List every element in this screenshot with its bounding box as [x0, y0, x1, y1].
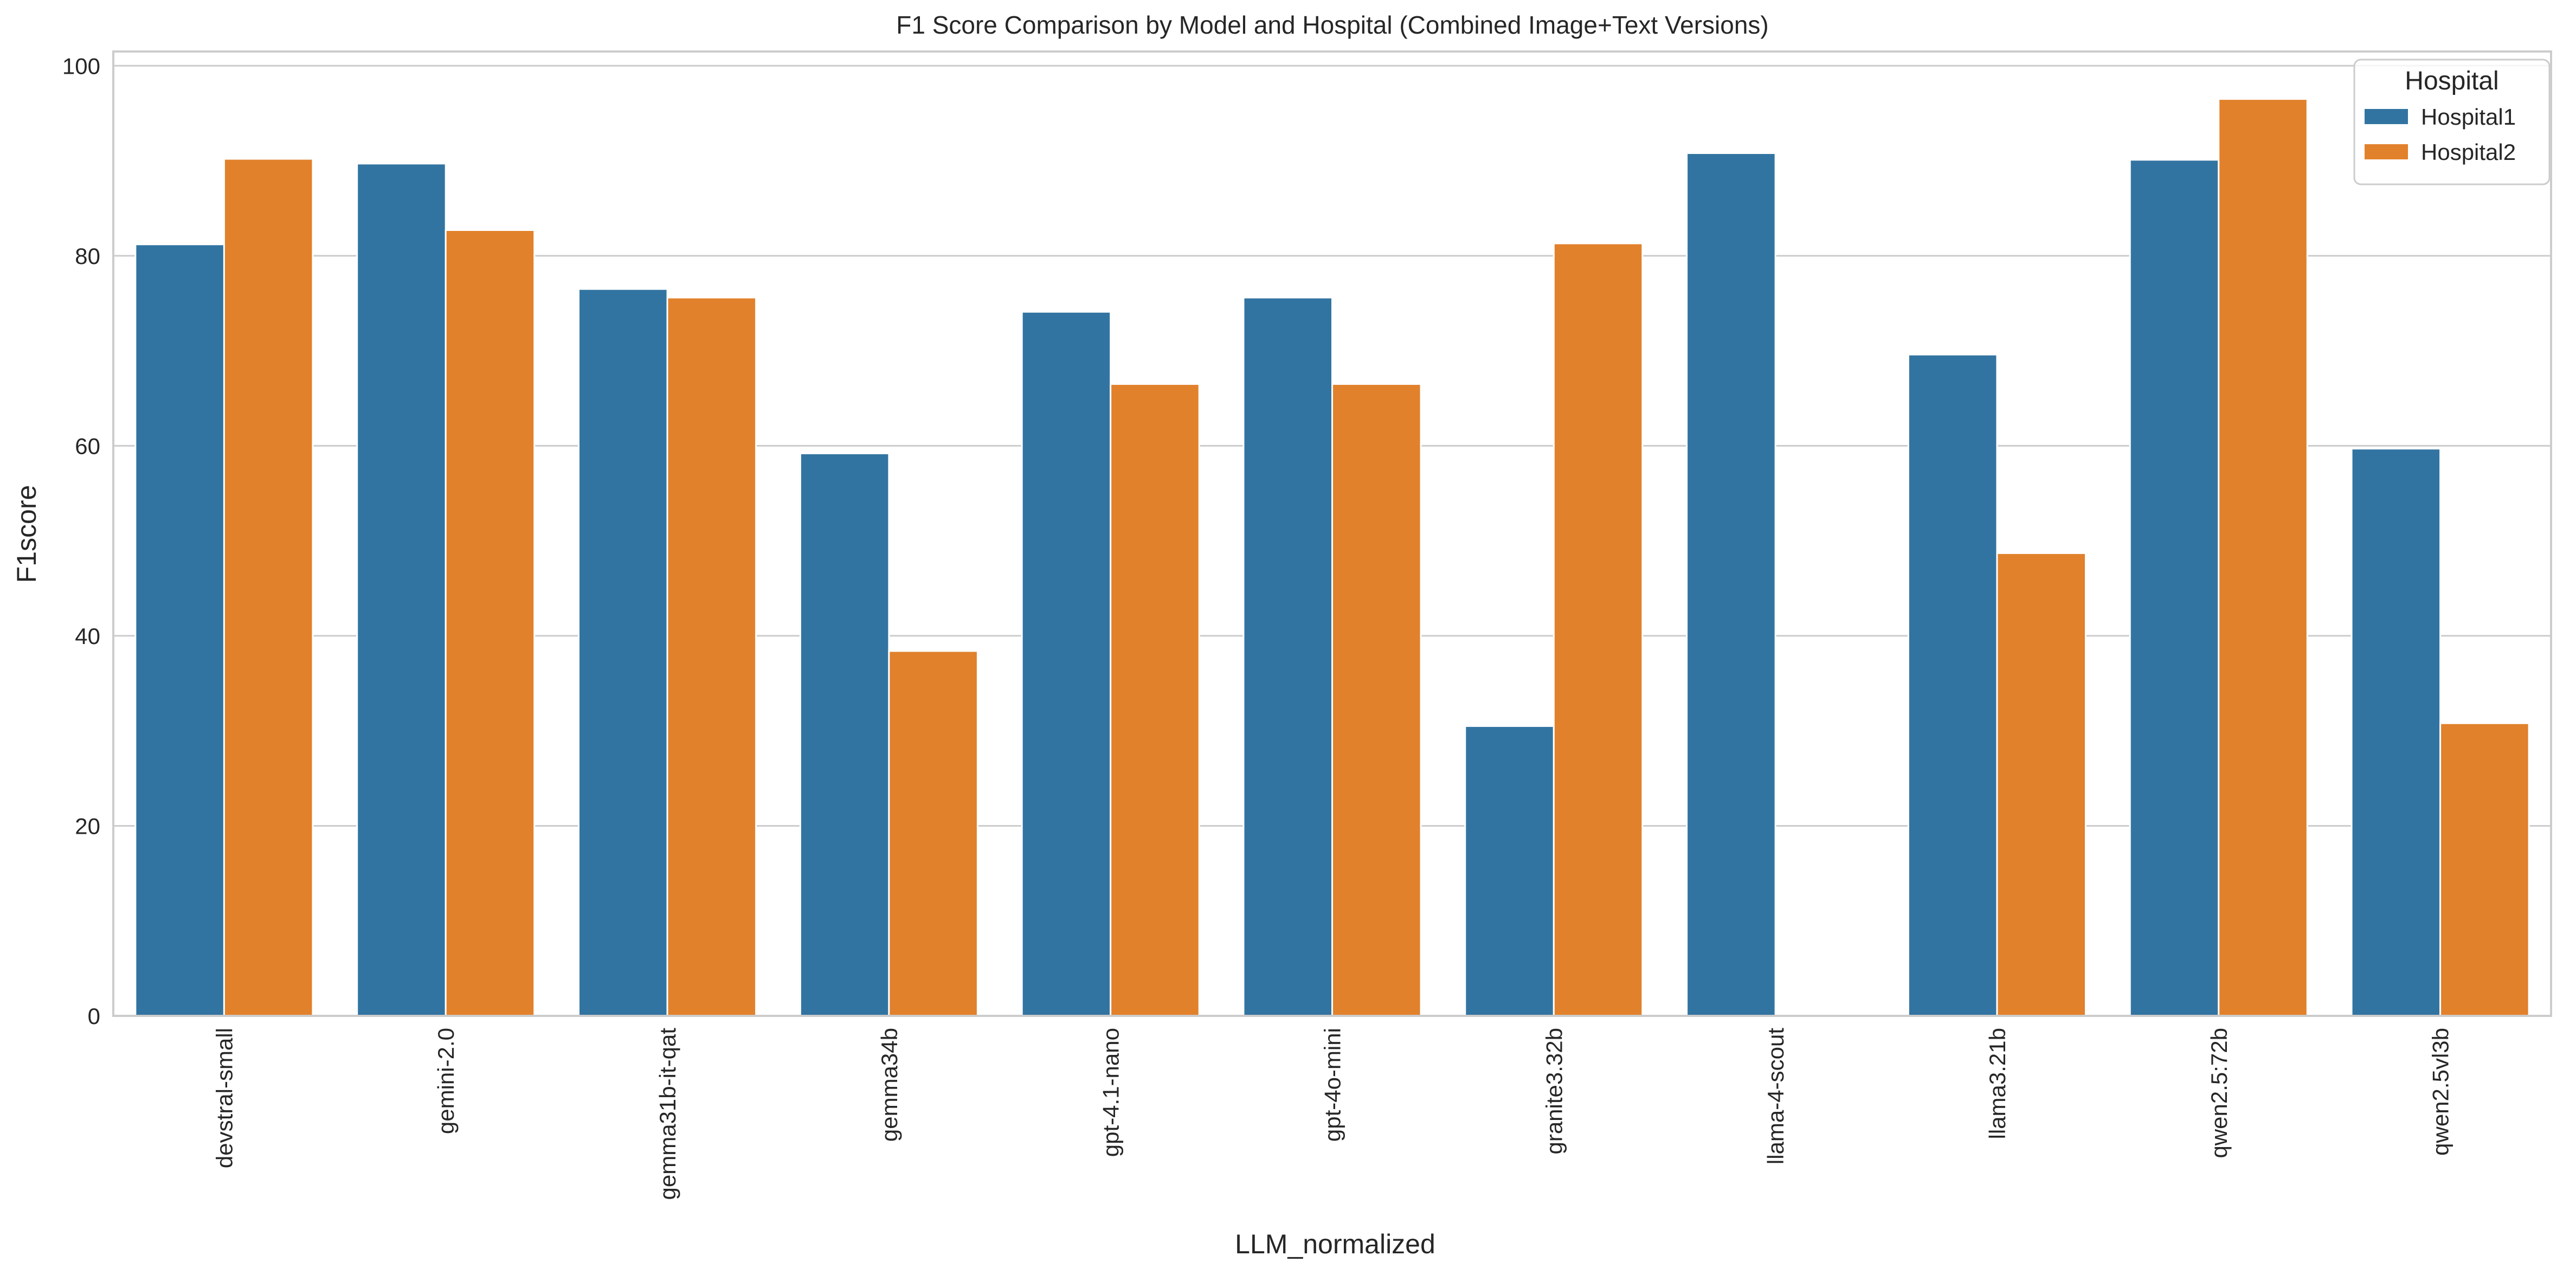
series-hospital1 [134, 152, 2442, 1017]
x-tick-label-gemma31b-it-qat: gemma31b-it-qat [655, 1028, 680, 1200]
bar-hospital1-gemma34b [799, 452, 890, 1017]
x-axis-label: LLM_normalized [1235, 1229, 1435, 1259]
bar-hospital1-qwen2-5vl3b [2350, 448, 2442, 1017]
bar-hospital1-gpt-4o-mini [1242, 297, 1333, 1017]
legend-swatch-hospital1 [2365, 109, 2408, 124]
x-tick-label-gemma34b: gemma34b [877, 1028, 902, 1142]
y-tick-label: 100 [62, 53, 100, 79]
bar-hospital2-gemini-2-0 [445, 229, 536, 1017]
bar-hospital2-gpt-4o-mini [1331, 383, 1422, 1017]
y-tick-labels: 0 20 40 60 80 100 [62, 53, 100, 1029]
x-tick-label-devstral-small: devstral-small [211, 1028, 237, 1168]
y-axis-label: F1score [11, 485, 42, 583]
x-tick-label-gemini-2-0: gemini-2.0 [433, 1028, 459, 1134]
bar-hospital1-gemini-2-0 [356, 163, 447, 1017]
y-tick-label: 60 [75, 433, 100, 459]
x-tick-label-llama-4-scout: llama-4-scout [1763, 1028, 1788, 1164]
x-tick-label-llama3-21b: llama3.21b [1985, 1028, 2010, 1139]
legend-label-hospital2: Hospital2 [2421, 139, 2516, 165]
x-tick-label-gpt-4o-mini: gpt-4o-mini [1320, 1028, 1345, 1142]
bar-hospital1-gpt-4-1-nano [1021, 311, 1112, 1017]
x-tick-label-granite3-32b: granite3.32b [1541, 1028, 1567, 1155]
x-tick-label-qwen2-5vl3b: qwen2.5vl3b [2428, 1028, 2453, 1156]
legend-title: Hospital [2405, 67, 2498, 95]
bar-hospital2-qwen2-5-72b [2218, 98, 2308, 1017]
series-hospital2 [223, 98, 2530, 1017]
bar-hospital1-llama-4-scout [1686, 152, 1776, 1017]
bar-hospital1-qwen2-5-72b [2129, 159, 2220, 1017]
x-tick-label-qwen2-5-72b: qwen2.5:72b [2206, 1028, 2232, 1158]
y-tick-label: 40 [75, 623, 100, 649]
bar-hospital1-devstral-small [134, 243, 225, 1017]
legend: Hospital Hospital1 Hospital2 [2353, 59, 2551, 185]
y-tick-label: 0 [88, 1003, 100, 1029]
plot-frame [112, 50, 2552, 1017]
bar-hospital2-granite3-32b [1553, 242, 1644, 1017]
bar-hospital1-gemma31b-it-qat [578, 288, 668, 1017]
legend-swatch-hospital2 [2365, 144, 2408, 159]
bar-hospital2-devstral-small [223, 158, 314, 1017]
legend-label-hospital1: Hospital1 [2421, 104, 2516, 130]
x-tick-labels: devstral-small gemini-2.0 gemma31b-it-qat g… [211, 1028, 2453, 1200]
bar-hospital2-llama3-21b [1996, 552, 2086, 1017]
bar-hospital2-gemma31b-it-qat [666, 297, 757, 1017]
bars [134, 98, 2530, 1017]
chart-title: F1 Score Comparison by Model and Hospita… [896, 11, 1768, 39]
bar-hospital2-gemma34b [888, 650, 978, 1017]
x-tick-label-gpt-4-1-nano: gpt-4.1-nano [1098, 1028, 1124, 1157]
bar-hospital1-llama3-21b [1907, 353, 1998, 1017]
bar-hospital2-qwen2-5vl3b [2439, 722, 2530, 1017]
y-tick-label: 20 [75, 813, 100, 839]
bar-hospital1-granite3-32b [1464, 725, 1555, 1017]
bar-hospital2-gpt-4-1-nano [1110, 383, 1200, 1017]
y-tick-label: 80 [75, 243, 100, 269]
